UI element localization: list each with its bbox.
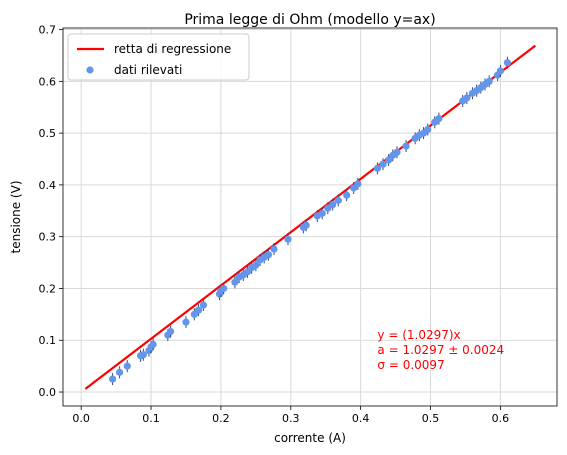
y-tick-label: 0.7 <box>39 24 57 37</box>
y-tick-label: 0.6 <box>39 75 57 88</box>
x-tick-label: 0.6 <box>492 412 510 425</box>
data-point <box>139 351 147 359</box>
x-tick-label: 0.2 <box>212 412 230 425</box>
y-tick-label: 0.0 <box>39 386 57 399</box>
data-point <box>485 77 493 85</box>
x-axis-label: corrente (A) <box>274 431 346 445</box>
data-point <box>231 278 239 286</box>
data-point <box>393 148 401 156</box>
legend-box <box>67 33 250 81</box>
data-point <box>334 196 342 205</box>
y-tick-label: 0.2 <box>39 282 57 295</box>
series-layer <box>84 44 537 390</box>
legend-marker-swatch <box>86 66 94 74</box>
data-point <box>435 115 443 123</box>
annotation-line: σ = 0.0097 <box>377 358 444 372</box>
y-axis-ticks: 0.0 0.1 0.2 0.3 0.4 0.5 0.6 0.7 <box>39 24 63 399</box>
data-point <box>402 142 410 150</box>
data-point <box>354 180 362 188</box>
data-point <box>252 261 260 269</box>
data-point <box>194 306 203 314</box>
data-point <box>329 200 337 209</box>
x-tick-label: 0.5 <box>422 412 440 425</box>
data-point <box>109 375 117 383</box>
data-point <box>270 245 278 253</box>
data-point <box>149 340 157 348</box>
x-tick-label: 0.1 <box>142 412 160 425</box>
data-point <box>503 59 511 67</box>
data-point <box>220 284 228 293</box>
legend-entry: retta di regressione <box>114 42 231 56</box>
annotation-line: a = 1.0297 ± 0.0024 <box>377 343 504 357</box>
y-tick-label: 0.1 <box>39 334 57 347</box>
legend: retta di regressione dati rilevati <box>67 33 250 81</box>
y-tick-label: 0.3 <box>39 231 57 244</box>
legend-entry: dati rilevati <box>114 63 182 77</box>
data-point <box>463 94 471 102</box>
grid-lines <box>63 28 557 406</box>
data-point <box>373 164 382 172</box>
plot-frame <box>62 27 558 407</box>
y-tick-label: 0.4 <box>39 179 57 192</box>
data-point <box>318 209 326 217</box>
data-point <box>182 318 190 326</box>
data-point <box>302 221 310 229</box>
data-point <box>385 156 393 164</box>
data-point <box>284 235 292 243</box>
data-point <box>115 368 124 376</box>
data-point <box>123 362 131 370</box>
data-point <box>424 125 432 134</box>
data-point <box>167 327 175 336</box>
x-tick-label: 0.4 <box>352 412 370 425</box>
x-axis-ticks: 0.0 0.1 0.2 0.3 0.4 0.5 0.6 <box>72 406 509 425</box>
data-point <box>379 160 387 168</box>
x-tick-label: 0.0 <box>72 412 90 425</box>
y-tick-label: 0.5 <box>39 127 57 140</box>
data-point <box>343 191 351 199</box>
data-point <box>496 67 505 75</box>
data-point <box>264 251 273 259</box>
chart-title: Prima legge di Ohm (modello y=ax) <box>184 12 435 28</box>
y-axis-label: tensione (V) <box>9 181 23 254</box>
x-tick-label: 0.3 <box>282 412 300 425</box>
annotation-line: y = (1.0297)x <box>377 328 460 342</box>
data-point <box>199 301 208 309</box>
